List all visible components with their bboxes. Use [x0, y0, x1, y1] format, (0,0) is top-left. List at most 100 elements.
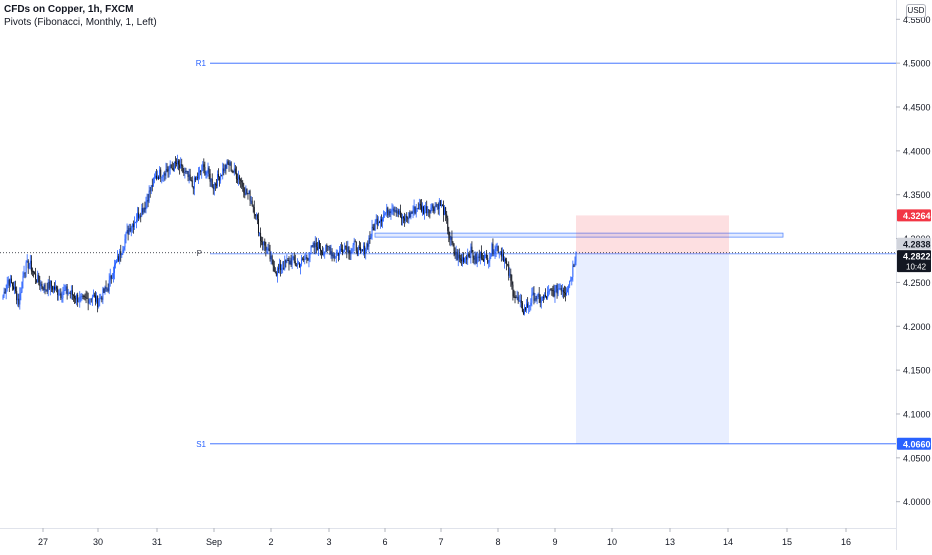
candle-body	[239, 176, 241, 180]
candle-body	[9, 278, 11, 286]
candle-body	[234, 168, 236, 173]
candle-body	[181, 164, 183, 167]
candle-body	[243, 186, 245, 193]
candle-body	[154, 175, 156, 178]
indicator-legend[interactable]: Pivots (Fibonacci, Monthly, 1, Left)	[4, 17, 157, 28]
candle-body	[180, 164, 182, 169]
candle-body	[433, 208, 435, 212]
candle-body	[471, 246, 473, 253]
candle-body	[140, 215, 142, 217]
price-label-pivot	[897, 237, 931, 250]
price-tick-label: 4.0500	[903, 453, 931, 463]
candle-body	[542, 296, 544, 298]
price-tick-label: 4.1500	[903, 366, 931, 376]
time-tick-label: 10	[607, 537, 617, 547]
candle-body	[476, 256, 478, 264]
price-label-subtext: 10:42	[906, 263, 927, 272]
candle-body	[536, 294, 538, 300]
candle-body	[55, 286, 57, 290]
candle-body	[548, 291, 550, 293]
candle-body	[448, 230, 450, 236]
candle-body	[323, 253, 325, 256]
candle-body	[336, 252, 338, 255]
candle-body	[44, 284, 46, 291]
candle-body	[132, 223, 134, 228]
candle-body	[504, 259, 506, 262]
candle-body	[200, 170, 202, 172]
candle-body	[346, 246, 348, 253]
candle-body	[317, 241, 319, 251]
candle-body	[182, 166, 184, 173]
candle-body	[376, 218, 378, 226]
candle-body	[291, 258, 293, 265]
candle-body	[361, 250, 363, 252]
candle-body	[262, 241, 264, 245]
candle-body	[158, 176, 160, 179]
candle-body	[303, 258, 305, 261]
candle-body	[358, 247, 360, 249]
candle-body	[569, 280, 571, 286]
candle-body	[225, 164, 227, 169]
candle-body	[574, 261, 576, 266]
candle-body	[472, 252, 474, 258]
candle-body	[384, 213, 386, 215]
time-tick-label: 2	[268, 537, 273, 547]
candle-body	[123, 247, 125, 250]
candle-body	[11, 283, 13, 287]
candle-body	[112, 272, 114, 278]
candle-body	[338, 250, 340, 256]
candle-body	[264, 241, 266, 246]
price-tick-label: 4.5000	[903, 59, 931, 69]
candle-body	[497, 246, 499, 253]
price-label-text: 4.2838	[903, 239, 931, 249]
candle-body	[73, 295, 75, 299]
time-tick-label: 9	[552, 537, 557, 547]
candle-body	[58, 294, 60, 296]
candle-body	[297, 263, 299, 265]
candle-body	[320, 248, 322, 251]
candle-body	[97, 295, 99, 307]
pivot-layer: R1 P S1	[0, 59, 896, 449]
candle-body	[146, 200, 148, 203]
candle-body	[428, 209, 430, 211]
candle-body	[534, 298, 536, 301]
candle-body	[226, 161, 228, 169]
candle-body	[330, 251, 332, 254]
candle-body	[199, 170, 201, 173]
candle-body	[7, 279, 9, 284]
candle-body	[62, 293, 64, 299]
currency-button[interactable]: USD	[906, 4, 926, 18]
candle-body	[111, 277, 113, 279]
candle-body	[250, 200, 252, 202]
candle-body	[502, 253, 504, 262]
candle-body	[244, 192, 246, 195]
candle-body	[269, 250, 271, 260]
candle-body	[255, 215, 257, 217]
candle-body	[549, 289, 551, 292]
candle-body	[348, 246, 350, 253]
candle-body	[256, 215, 258, 220]
candle-body	[232, 170, 234, 172]
candle-body	[98, 301, 100, 307]
candle-body	[567, 289, 569, 293]
candle-body	[435, 205, 437, 207]
candle-body	[493, 253, 495, 255]
candle-body	[378, 221, 380, 223]
candle-body	[42, 287, 44, 291]
candle-body	[148, 190, 150, 202]
candle-body	[355, 241, 357, 251]
candle-body	[175, 163, 177, 165]
candle-body	[70, 290, 72, 294]
candle-body	[145, 202, 147, 210]
candle-body	[407, 217, 409, 220]
candle-body	[309, 253, 311, 259]
candle-body	[533, 292, 535, 301]
candle-body	[240, 179, 242, 181]
candle-body	[507, 264, 509, 265]
candle-body	[254, 214, 256, 217]
price-label-stop	[897, 437, 931, 450]
time-tick-label: 16	[841, 537, 851, 547]
candle-body	[83, 295, 85, 297]
